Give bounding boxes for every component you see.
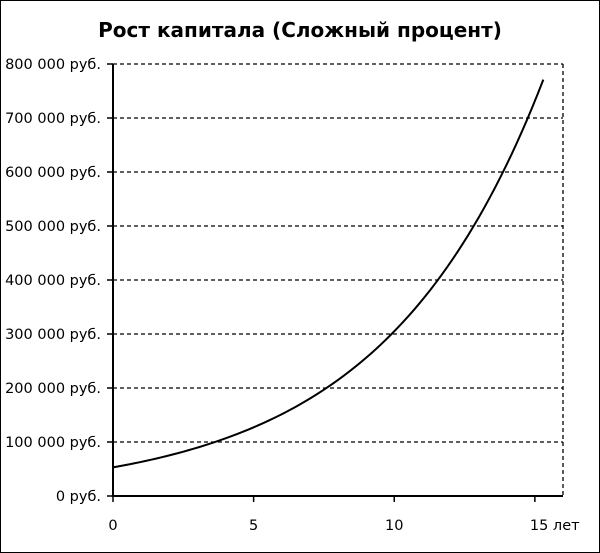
y-tick-label: 0 руб. (56, 489, 101, 505)
x-tick-label: 10 (385, 518, 403, 534)
series-line (112, 79, 545, 469)
x-tick-labels: 0 5 10 15 лет (108, 496, 580, 534)
y-tick-label: 800 000 руб. (5, 57, 101, 73)
y-tick-label: 100 000 руб. (5, 435, 101, 451)
x-tick-label: 0 (108, 518, 117, 534)
y-tick-label: 600 000 руб. (5, 165, 101, 181)
chart-title: Рост капитала (Сложный процент) (98, 18, 502, 42)
y-tick-labels: 0 руб. 100 000 руб. 200 000 руб. 300 000 ру… (5, 57, 113, 505)
series-group (112, 79, 545, 469)
y-tick-label: 400 000 руб. (5, 273, 101, 289)
y-tick-label: 700 000 руб. (5, 111, 101, 127)
y-tick-label: 300 000 руб. (5, 327, 101, 343)
x-tick-label: 15 лет (530, 518, 580, 534)
grid-lines (113, 63, 564, 496)
x-tick-label: 5 (249, 518, 258, 534)
y-tick-label: 500 000 руб. (5, 219, 101, 235)
y-tick-label: 200 000 руб. (5, 381, 101, 397)
